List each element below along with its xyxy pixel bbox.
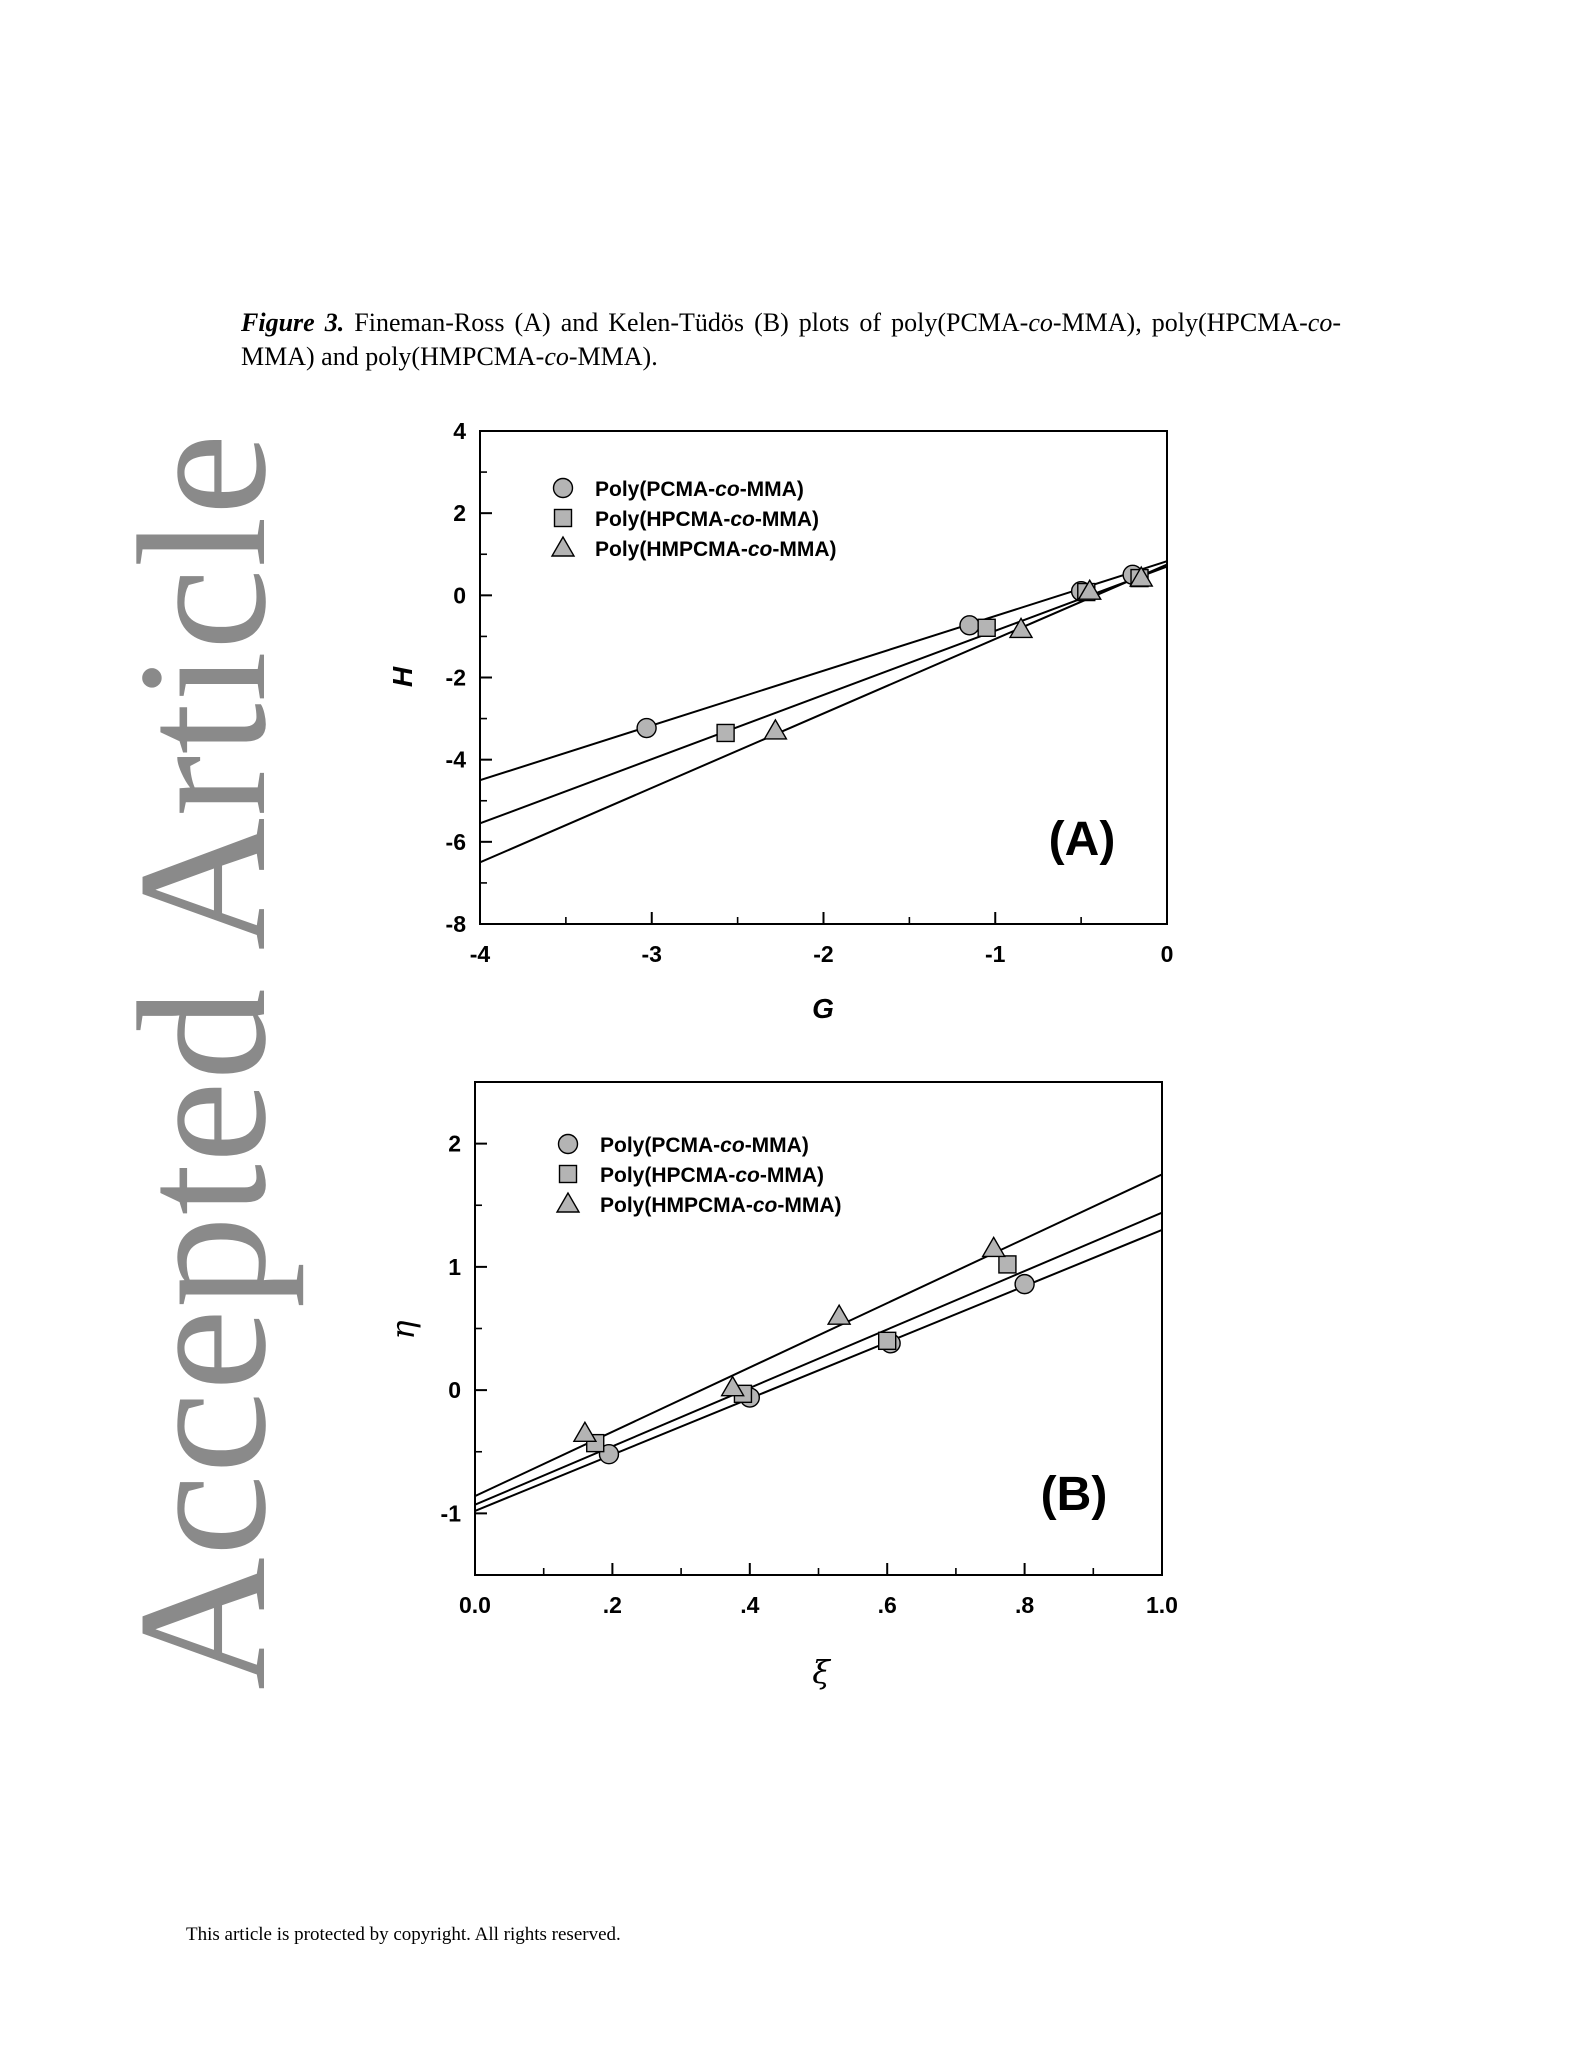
data-point-square	[977, 618, 996, 637]
x-tick-label: 0	[1161, 941, 1174, 967]
caption-label: Figure 3.	[241, 308, 345, 337]
y-tick-label: 0	[448, 1377, 461, 1403]
fit-line	[475, 1228, 1162, 1512]
x-tick-label: 1.0	[1146, 1592, 1178, 1618]
caption-text-1: Fineman-Ross (A) and Kelen-Tüdös (B) plo…	[344, 308, 1029, 337]
fit-line	[475, 1173, 1162, 1498]
x-tick-label: .4	[740, 1592, 759, 1618]
legend-marker-triangle	[555, 1191, 581, 1213]
legend-marker-square	[558, 1164, 578, 1184]
x-axis-title: G	[812, 993, 834, 1024]
data-point-square	[716, 723, 735, 743]
y-tick-label: 2	[448, 1131, 461, 1157]
y-tick-label: 1	[448, 1254, 461, 1280]
legend-label: Poly(HPCMA-co-MMA)	[600, 1164, 824, 1187]
y-axis-title: H	[387, 666, 418, 687]
caption-co-3: co	[544, 342, 569, 371]
fit-line	[480, 563, 1167, 864]
y-tick-label: 0	[453, 582, 466, 608]
y-tick-label: 4	[453, 418, 466, 444]
legend-marker-circle	[552, 477, 574, 499]
data-point-circle	[1014, 1273, 1035, 1295]
caption-text-4: -MMA).	[568, 342, 658, 371]
data-point-triangle	[826, 1303, 852, 1325]
copyright-footer: This article is protected by copyright. …	[186, 1924, 621, 1945]
x-tick-label: -4	[470, 941, 491, 967]
data-point-circle	[636, 717, 657, 739]
y-tick-label: -4	[446, 747, 467, 773]
data-point-triangle	[1077, 578, 1102, 600]
y-tick-label: 2	[453, 500, 466, 526]
data-point-square	[878, 1331, 897, 1351]
legend-label: Poly(HMPCMA-co-MMA)	[595, 538, 836, 561]
caption-co-1: co	[1028, 308, 1053, 337]
figure-caption: Figure 3. Fineman-Ross (A) and Kelen-Tüd…	[241, 306, 1341, 374]
caption-text-3: -MMA) and poly(HMPCMA-	[241, 308, 1341, 371]
y-tick-label: -2	[446, 665, 466, 691]
x-tick-label: .8	[1015, 1592, 1034, 1618]
legend-marker-triangle	[550, 535, 576, 557]
y-tick-label: -1	[441, 1500, 462, 1526]
fit-line	[475, 1211, 1162, 1506]
panel-label: (A)	[1049, 813, 1116, 866]
x-tick-label: -2	[813, 941, 833, 967]
data-point-triangle	[1129, 565, 1154, 587]
caption-text-2: -MMA), poly(HPCMA-	[1052, 308, 1308, 337]
legend-label: Poly(HMPCMA-co-MMA)	[600, 1194, 841, 1217]
data-point-triangle	[1008, 617, 1034, 639]
x-tick-label: 0.0	[459, 1592, 491, 1618]
fit-line	[480, 560, 1167, 782]
x-tick-label: -3	[642, 941, 662, 967]
legend-label: Poly(PCMA-co-MMA)	[600, 1134, 809, 1157]
legend-label: Poly(HPCMA-co-MMA)	[595, 508, 819, 531]
x-tick-label: .6	[878, 1592, 897, 1618]
panel-label: (B)	[1041, 1468, 1108, 1521]
legend-marker-square	[553, 508, 573, 528]
data-point-triangle	[981, 1235, 1006, 1258]
x-tick-label: -1	[985, 941, 1006, 967]
legend-marker-circle	[557, 1133, 579, 1155]
fit-line	[480, 565, 1167, 825]
data-point-triangle	[763, 718, 788, 740]
y-axis-title: η	[384, 1320, 422, 1339]
caption-co-2: co	[1307, 308, 1333, 337]
x-axis-title: ξ	[812, 1653, 831, 1691]
x-tick-label: .2	[603, 1592, 622, 1618]
legend-label: Poly(PCMA-co-MMA)	[595, 478, 804, 501]
y-tick-label: -8	[446, 911, 467, 937]
y-tick-label: -6	[446, 829, 466, 855]
data-point-triangle	[572, 1420, 598, 1442]
data-point-square	[998, 1255, 1017, 1274]
data-point-triangle	[720, 1375, 745, 1397]
